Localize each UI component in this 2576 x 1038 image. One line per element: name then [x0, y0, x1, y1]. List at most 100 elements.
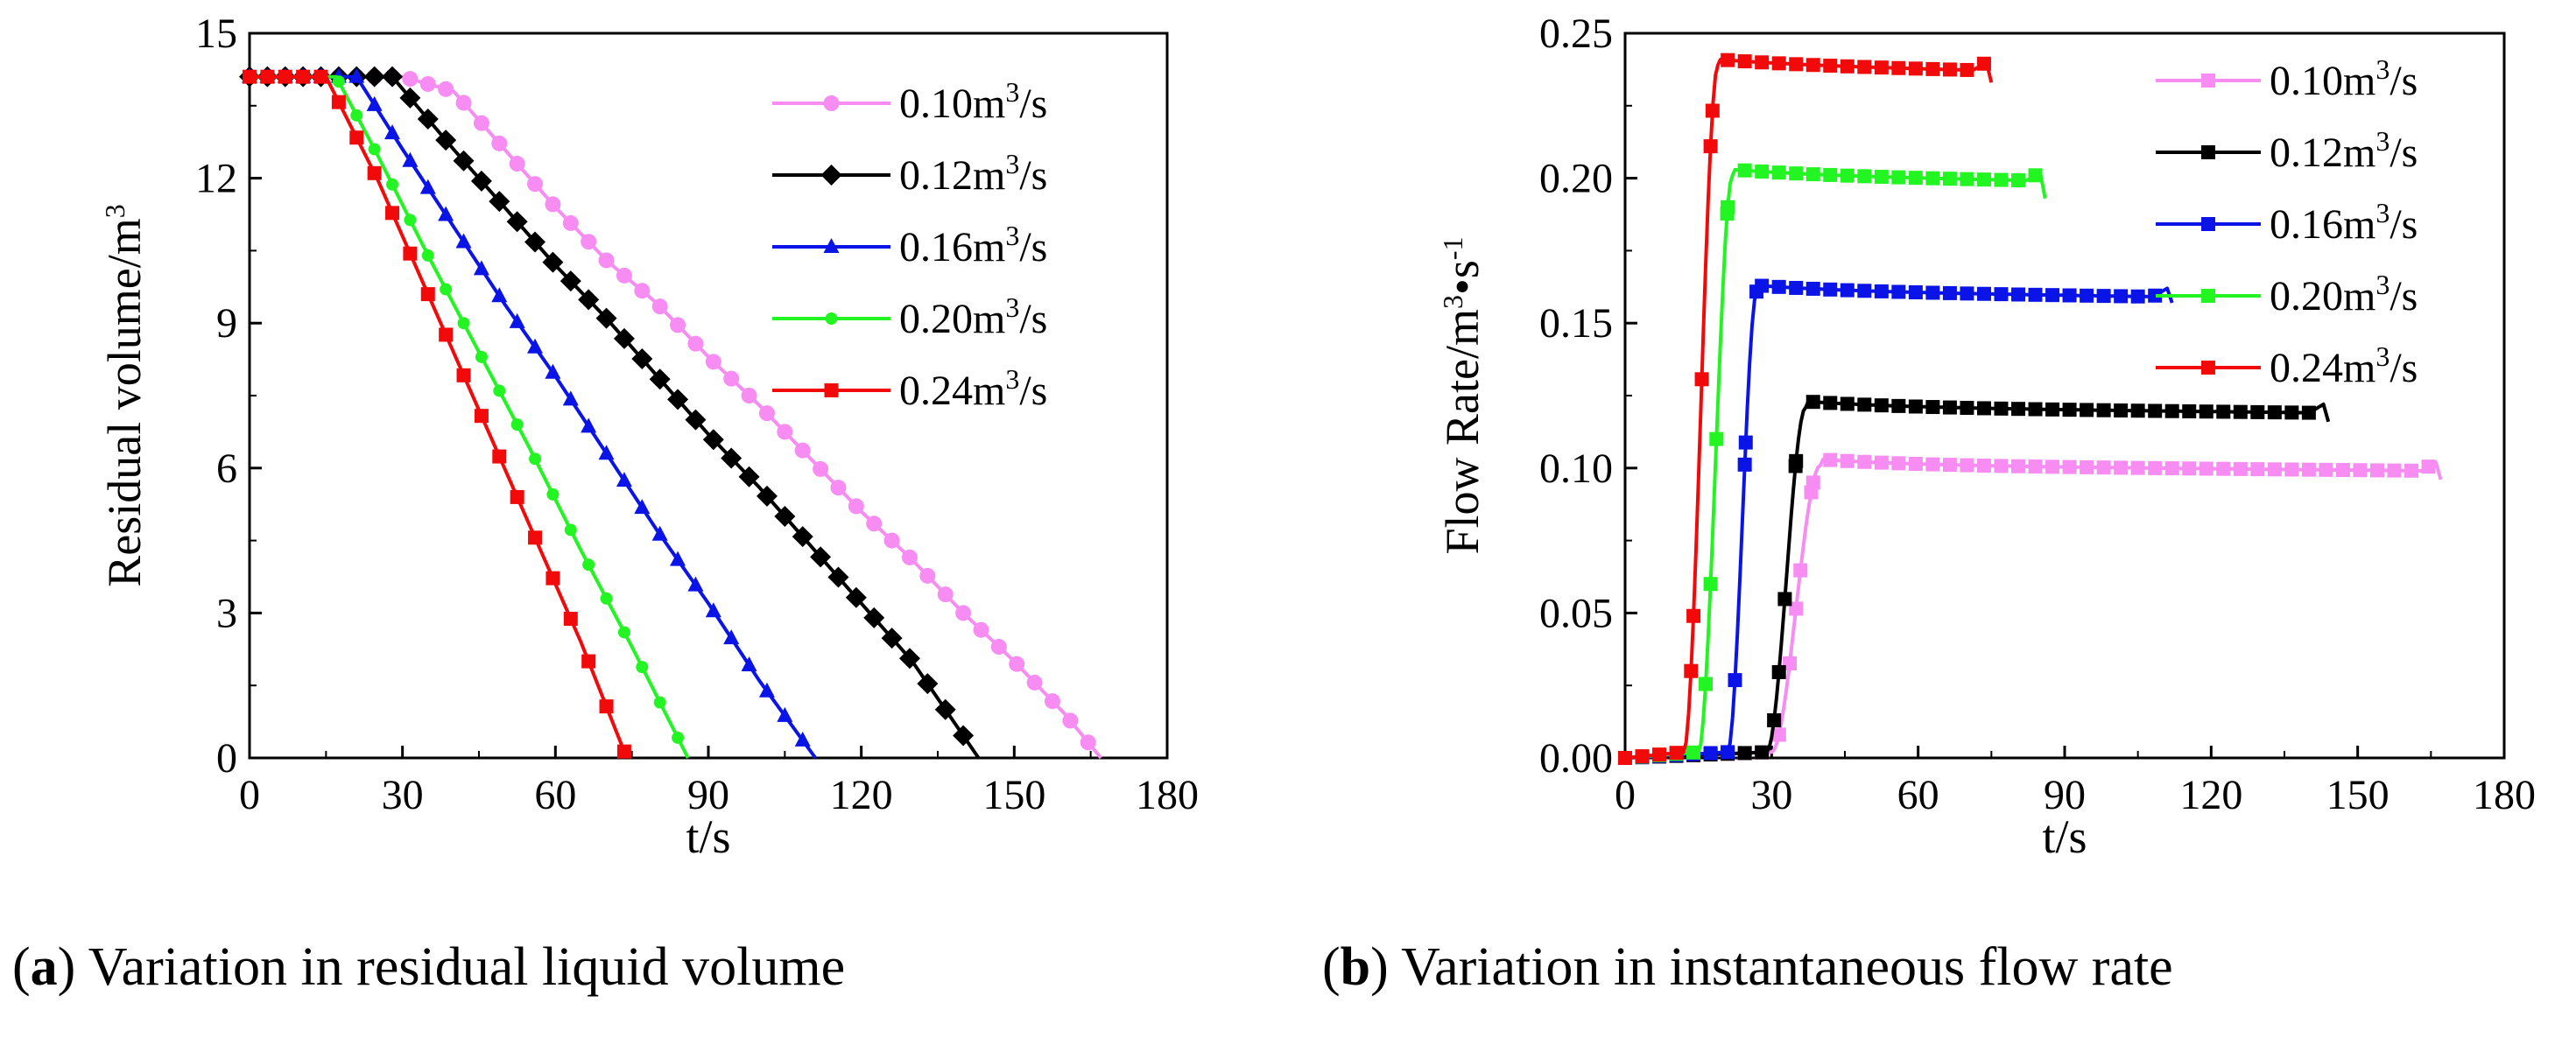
data-point	[1026, 674, 1043, 691]
data-point	[473, 115, 489, 131]
data-point	[382, 66, 404, 88]
data-point	[2080, 403, 2094, 417]
data-point	[1840, 168, 1855, 183]
y-tick-label: 0.00	[1539, 735, 1613, 782]
data-point	[2114, 460, 2129, 475]
legend-marker	[2201, 217, 2215, 231]
data-point	[599, 699, 614, 714]
data-point	[1994, 172, 2009, 187]
data-point	[1840, 59, 1855, 74]
data-point	[1705, 103, 1720, 118]
data-point	[582, 558, 595, 572]
data-point	[1699, 677, 1714, 691]
data-point	[1874, 170, 1889, 185]
data-point	[560, 270, 581, 292]
data-point	[473, 260, 489, 276]
data-point	[651, 525, 668, 541]
data-point	[368, 143, 381, 156]
data-point	[881, 628, 903, 649]
legend-marker	[2201, 361, 2215, 375]
data-point	[2045, 288, 2060, 303]
data-point	[2216, 404, 2231, 419]
data-point	[777, 424, 793, 440]
data-point	[243, 69, 257, 84]
data-point	[2062, 459, 2077, 474]
series-line	[250, 74, 629, 759]
data-point	[1045, 693, 1060, 710]
legend-marker	[825, 312, 838, 325]
data-point	[278, 69, 292, 84]
data-point	[2130, 460, 2145, 475]
data-point	[546, 487, 560, 501]
legend-label: 0.20m3/s	[899, 291, 1047, 342]
data-point	[616, 472, 632, 487]
data-point	[1823, 396, 1838, 410]
data-point	[1771, 727, 1786, 742]
legend-label: 0.12m3/s	[899, 148, 1047, 199]
data-point	[1976, 172, 1991, 187]
data-point	[562, 390, 579, 406]
data-point	[2267, 462, 2282, 477]
data-point	[1669, 746, 1684, 761]
data-point	[1994, 459, 2009, 473]
data-point	[439, 327, 454, 342]
data-point	[1857, 60, 1872, 74]
data-point	[1805, 281, 1820, 296]
data-point	[1874, 284, 1889, 298]
data-point	[545, 196, 561, 213]
data-point	[2284, 462, 2299, 477]
series-0.12m³/s	[1618, 395, 2331, 765]
data-point	[453, 150, 475, 172]
legend-marker	[820, 165, 842, 186]
data-point	[421, 249, 434, 262]
caption-a: (a) Variation in residual liquid volume	[12, 937, 846, 997]
data-point	[1823, 59, 1838, 74]
data-point	[617, 626, 630, 639]
series-0.24m³/s	[243, 69, 631, 759]
data-point	[509, 156, 525, 172]
data-point	[2353, 463, 2368, 478]
data-point	[402, 71, 419, 88]
data-point	[758, 682, 775, 698]
data-point	[1891, 284, 1906, 299]
data-point	[419, 179, 436, 194]
data-point	[2130, 289, 2145, 304]
data-point	[687, 335, 704, 352]
data-point	[399, 87, 421, 109]
data-point	[2045, 459, 2060, 474]
data-point	[331, 95, 346, 109]
data-point	[1737, 54, 1752, 69]
data-point	[2148, 403, 2163, 418]
data-point	[1720, 206, 1735, 221]
data-point	[705, 602, 721, 618]
data-point	[510, 418, 524, 431]
data-point	[1891, 398, 1906, 413]
data-point	[2182, 403, 2197, 418]
data-point	[2369, 463, 2384, 478]
series-line	[1624, 399, 2331, 760]
data-point	[384, 124, 401, 140]
data-point	[563, 612, 578, 627]
data-point	[1805, 395, 1820, 410]
data-point	[1874, 60, 1889, 75]
data-point	[2011, 402, 2026, 417]
data-point	[420, 287, 435, 302]
data-point	[1782, 656, 1797, 670]
data-point	[506, 211, 528, 233]
data-point	[631, 348, 653, 370]
legend-label: 0.24m3/s	[2270, 340, 2418, 391]
data-point	[545, 363, 561, 379]
data-point	[1874, 398, 1889, 413]
data-point	[1788, 459, 1803, 473]
legend-label: 0.10m3/s	[2270, 53, 2418, 104]
data-point	[1925, 285, 1940, 300]
data-point	[493, 384, 506, 397]
data-point	[2028, 168, 2043, 183]
data-point	[492, 449, 507, 464]
y-tick-label: 6	[216, 445, 237, 492]
data-point	[616, 267, 632, 284]
y-tick-label: 0	[216, 735, 237, 782]
series-0.16m³/s	[1618, 278, 2174, 765]
y-axis-label: Residual volume/m3	[98, 204, 151, 586]
data-point	[2011, 172, 2026, 187]
